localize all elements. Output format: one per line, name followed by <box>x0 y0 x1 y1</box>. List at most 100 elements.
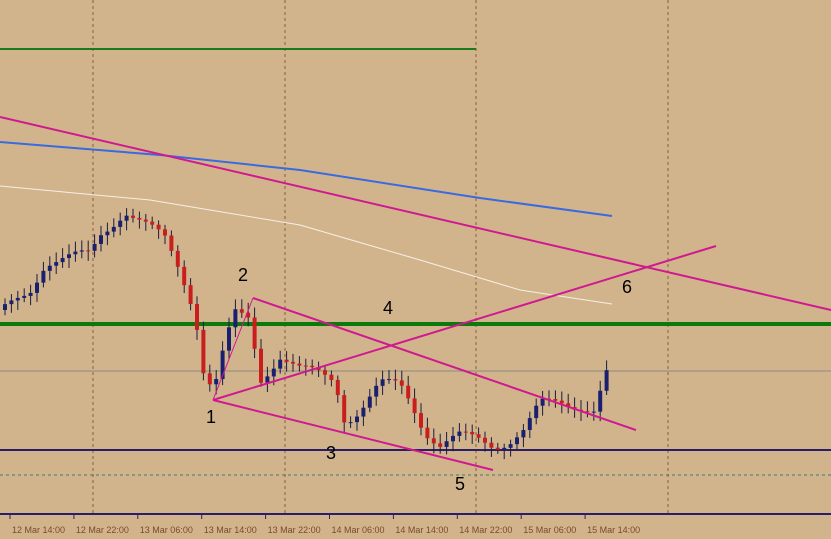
candle-body <box>47 265 52 271</box>
trend-line <box>212 245 717 401</box>
trend-lines <box>0 116 831 471</box>
wave-label: 2 <box>238 265 248 285</box>
candle-body <box>393 379 398 381</box>
candle-body <box>278 359 283 369</box>
candle-body <box>182 266 187 286</box>
candle-body <box>540 398 545 406</box>
candle-body <box>150 221 155 225</box>
candle-body <box>28 292 33 296</box>
candle-body <box>175 250 180 267</box>
candle-body <box>355 416 359 423</box>
candle-body <box>169 235 174 251</box>
candle-body <box>553 399 558 401</box>
candle-body <box>265 376 270 383</box>
candle-body <box>73 251 78 255</box>
candle-body <box>35 282 39 293</box>
candle-body <box>303 365 308 367</box>
candle-body <box>284 359 289 362</box>
candle-body <box>131 215 135 218</box>
time-label: 15 Mar 06:00 <box>523 525 576 535</box>
time-label: 13 Mar 22:00 <box>268 525 321 535</box>
candle-body <box>566 403 571 408</box>
candle-body <box>163 229 167 236</box>
candle-body <box>201 329 206 374</box>
candle-body <box>111 226 116 232</box>
candle-body <box>67 254 71 259</box>
candle-body <box>233 309 238 328</box>
candle-body <box>156 224 161 230</box>
candle-body <box>79 250 84 252</box>
candle-body <box>86 250 91 252</box>
candle-body <box>451 435 455 442</box>
candle-body <box>342 395 347 423</box>
candle-body <box>195 303 199 330</box>
candle-body <box>124 215 129 221</box>
wave-label: 5 <box>455 474 465 494</box>
candle-body <box>60 258 65 263</box>
candle-body <box>380 379 385 386</box>
candle-body <box>361 407 366 417</box>
candle-body <box>323 370 327 375</box>
candle-body <box>310 365 315 368</box>
candle-body <box>495 447 500 450</box>
time-label: 12 Mar 14:00 <box>12 525 65 535</box>
trend-line <box>0 116 831 311</box>
candle-body <box>22 295 27 298</box>
candle-body <box>3 304 7 310</box>
time-label: 13 Mar 14:00 <box>204 525 257 535</box>
candle-body <box>508 444 513 448</box>
candle-body <box>502 447 507 450</box>
candle-body <box>54 262 59 266</box>
candle-body <box>118 220 123 227</box>
candle-body <box>470 431 475 435</box>
candle-body <box>438 443 443 447</box>
time-label: 14 Mar 22:00 <box>459 525 512 535</box>
candle-body <box>457 431 462 436</box>
time-label: 15 Mar 14:00 <box>587 525 640 535</box>
candle-body <box>412 398 417 414</box>
candle-body <box>143 219 148 222</box>
candle-body <box>188 285 193 304</box>
trend-line <box>212 399 494 471</box>
candle-body <box>367 396 372 408</box>
trend-line <box>252 297 637 431</box>
candle-body <box>374 385 379 397</box>
candle-body <box>406 385 411 399</box>
trend-line <box>212 297 254 401</box>
wave-label: 4 <box>383 298 393 318</box>
candle-body <box>227 327 231 351</box>
candle-body <box>463 431 468 433</box>
candle-body <box>207 373 212 385</box>
candle-body <box>335 379 340 396</box>
moving-average <box>0 185 613 305</box>
candle-body <box>591 411 596 413</box>
candle-body <box>41 270 46 283</box>
candle-body <box>476 434 481 438</box>
candle-body <box>92 243 97 251</box>
period-separators <box>92 0 669 514</box>
candle-body <box>271 368 276 377</box>
candle-body <box>521 429 526 438</box>
candle-body <box>329 374 334 380</box>
candle-body <box>425 427 430 439</box>
candle-body <box>431 438 436 444</box>
candle-body <box>15 297 20 301</box>
time-axis: 12 Mar 14:00 12 Mar 22:00 13 Mar 06:00 13 M… <box>9 514 640 535</box>
candle-body <box>297 363 302 366</box>
time-label: 14 Mar 06:00 <box>332 525 385 535</box>
candle-body <box>399 380 404 386</box>
candle-body <box>220 350 225 380</box>
candle-body <box>585 411 590 413</box>
candle-body <box>444 441 449 447</box>
candle-body <box>387 379 391 381</box>
candle-body <box>483 437 487 443</box>
candle-body <box>105 231 110 236</box>
candle-body <box>252 317 257 349</box>
candle-body <box>559 400 564 404</box>
candle-body <box>348 422 353 424</box>
candle-body <box>419 413 423 428</box>
candle-body <box>246 312 251 318</box>
candle-body <box>534 405 539 419</box>
